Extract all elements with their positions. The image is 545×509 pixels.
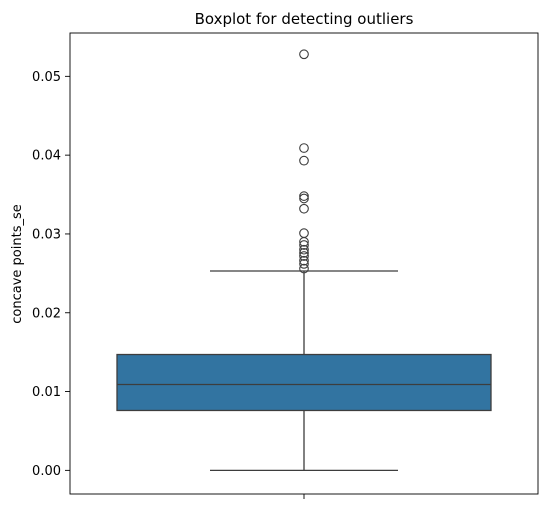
y-tick-label: 0.02 [32,306,61,321]
outlier-point [299,255,309,266]
outlier-point [299,240,309,250]
y-axis-label: concave points_se [10,204,25,323]
outlier-point [299,251,309,261]
y-tick-label: 0.00 [32,464,61,479]
outlier-point [299,244,309,255]
chart-title: Boxplot for detecting outliers [195,10,414,28]
outlier-point [299,259,309,269]
iqr-box [116,353,492,412]
outlier-point [299,143,309,153]
outlier-point [299,228,309,239]
y-tick-label: 0.01 [32,385,61,400]
outlier-point [299,248,309,258]
outlier-point [299,193,309,204]
y-tick-label: 0.04 [32,149,61,164]
outlier-point [299,263,309,274]
outlier-point [299,191,309,201]
outlier-point [299,236,309,247]
y-tick-label: 0.03 [32,227,61,242]
y-axis-ticks: 0.00 0.01 0.02 0.03 0.04 0.05 [32,70,70,479]
plot-area [116,49,492,472]
outlier-point [299,203,309,214]
y-tick-label: 0.05 [32,70,61,85]
outlier-point [299,49,309,60]
outlier-point [299,155,309,166]
